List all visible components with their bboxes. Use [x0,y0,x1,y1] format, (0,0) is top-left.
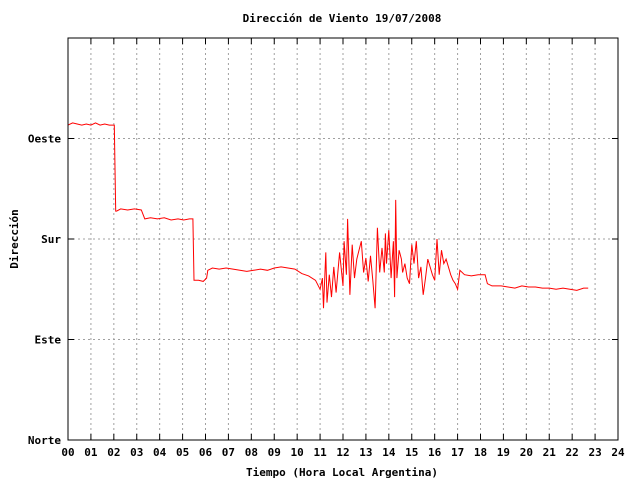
x-tick-label-23: 23 [588,446,601,459]
x-tick-label-18: 18 [474,446,487,459]
x-tick-label-5: 05 [176,446,189,459]
x-tick-labels: 00 01 02 03 04 05 06 07 08 09 10 11 12 13 14 15 16 17 18 19… [61,446,625,459]
x-tick-label-16: 16 [428,446,442,459]
x-tick-label-22: 22 [566,446,579,459]
chart-title: Dirección de Viento 19/07/2008 [243,12,442,25]
y-axis-label: Dirección [8,209,21,269]
x-tick-label-20: 20 [520,446,533,459]
grid-lines [68,38,618,440]
x-tick-label-1: 01 [84,446,98,459]
x-tick-label-6: 06 [199,446,213,459]
y-tick-label-0: Norte [28,434,61,447]
x-tick-label-10: 10 [291,446,304,459]
series-layer [67,122,589,309]
axis-ticks [67,38,619,441]
x-tick-label-7: 07 [222,446,235,459]
x-tick-label-9: 09 [268,446,281,459]
series-line [67,122,589,309]
x-tick-label-12: 12 [336,446,349,459]
x-tick-label-14: 14 [382,446,396,459]
x-tick-label-21: 21 [543,446,557,459]
y-tick-label-2: Sur [41,233,61,246]
x-tick-label-4: 04 [153,446,167,459]
x-tick-label-0: 00 [61,446,74,459]
y-tick-label-3: Oeste [28,133,61,146]
x-tick-label-19: 19 [497,446,510,459]
x-tick-label-8: 08 [245,446,258,459]
x-tick-label-3: 03 [130,446,143,459]
x-axis-label: Tiempo (Hora Local Argentina) [246,466,438,479]
x-tick-label-2: 02 [107,446,120,459]
y-tick-labels: Norte Este Sur Oeste [28,133,61,448]
x-tick-label-24: 24 [611,446,625,459]
x-tick-label-13: 13 [359,446,372,459]
x-tick-label-11: 11 [313,446,327,459]
x-tick-label-15: 15 [405,446,418,459]
x-tick-label-17: 17 [451,446,464,459]
y-tick-label-1: Este [35,334,62,347]
